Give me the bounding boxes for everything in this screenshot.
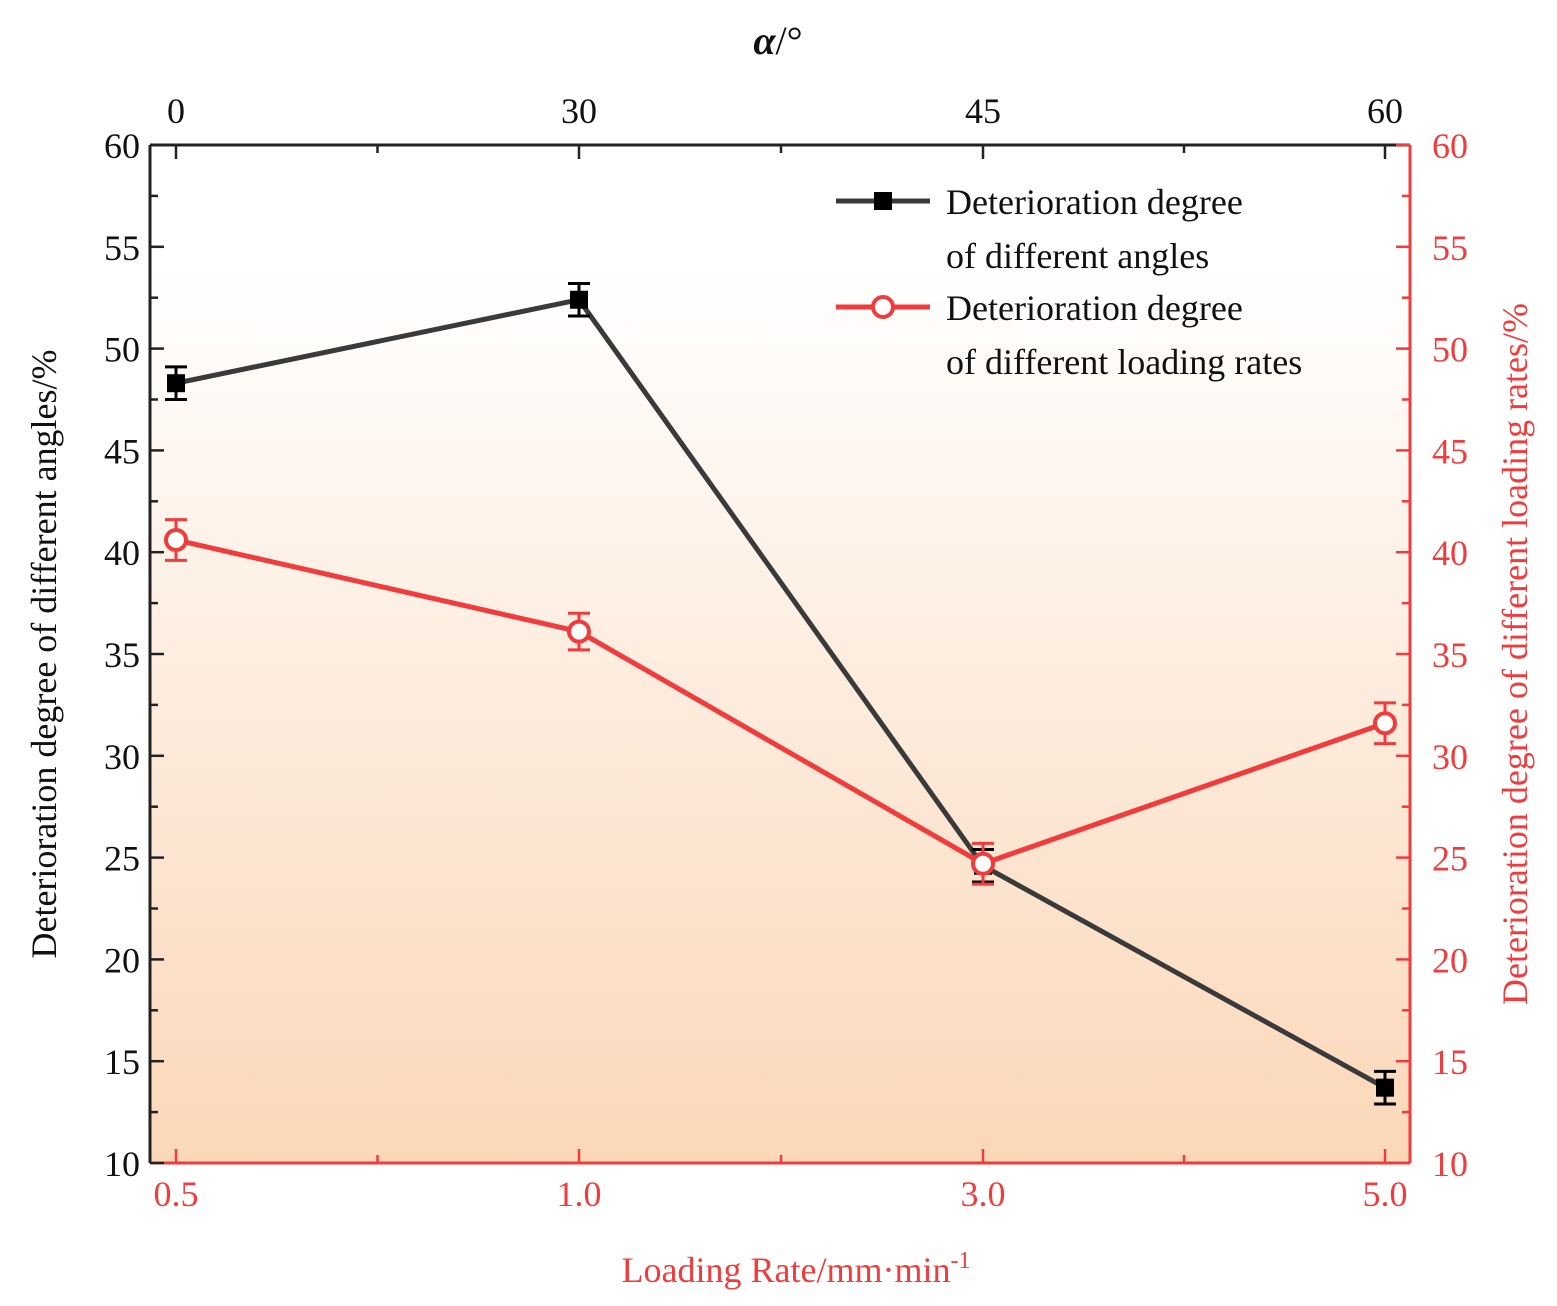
bottom-tick-label: 1.0 <box>557 1174 602 1214</box>
series-layer <box>164 281 1397 1106</box>
left-tick-label: 35 <box>104 635 140 675</box>
top-tick-label: 0 <box>167 91 185 131</box>
series-angles-line <box>175 296 1387 1090</box>
left-axis-title: Deterioration degree of different angles… <box>24 349 64 958</box>
left-tick-label: 15 <box>104 1042 140 1082</box>
bottom-axis-title-sup: -1 <box>950 1248 970 1274</box>
data-point-circle <box>567 619 591 644</box>
right-tick-label: 15 <box>1432 1042 1468 1082</box>
top-axis-title-var: α <box>753 18 776 63</box>
bottom-axis-title-main: Loading Rate/mm·min <box>622 1250 951 1290</box>
left-tick-label: 55 <box>104 228 140 268</box>
right-tick-label: 55 <box>1432 228 1468 268</box>
right-tick-label: 35 <box>1432 635 1468 675</box>
right-tick-label: 10 <box>1432 1144 1468 1184</box>
legend-square-marker-icon <box>874 192 892 210</box>
top-axis-title: α/° <box>753 18 802 63</box>
legend-angles-line2: of different angles <box>946 236 1209 276</box>
right-tick-label: 20 <box>1432 940 1468 980</box>
legend-angles-line1: Deterioration degree <box>946 182 1243 222</box>
top-tick-label: 45 <box>965 91 1001 131</box>
axes-layer: 10 15 20 25 30 35 40 45 50 55 60 10 15 20 25 30 35 40 45 50… <box>104 91 1468 1214</box>
top-tick-label: 60 <box>1367 91 1403 131</box>
left-tick-label: 60 <box>104 126 140 166</box>
right-tick-label: 25 <box>1432 839 1468 879</box>
bottom-tick-label: 3.0 <box>961 1174 1006 1214</box>
data-point-circle <box>971 851 995 876</box>
right-tick-label: 40 <box>1432 533 1468 573</box>
data-point-square <box>1376 1078 1394 1097</box>
left-tick-label: 10 <box>104 1144 140 1184</box>
right-tick-label: 60 <box>1432 126 1468 166</box>
legend: Deterioration degree of different angles… <box>836 182 1302 382</box>
legend-rates-line1: Deterioration degree <box>946 288 1243 328</box>
plot-background <box>150 145 1410 1163</box>
data-point-square <box>570 290 588 309</box>
right-tick-label: 45 <box>1432 431 1468 471</box>
bottom-axis-title: Loading Rate/mm·min-1 <box>622 1248 971 1290</box>
right-tick-label: 30 <box>1432 737 1468 777</box>
left-tick-label: 20 <box>104 940 140 980</box>
left-tick-label: 40 <box>104 533 140 573</box>
left-tick-label: 50 <box>104 330 140 370</box>
data-point-circle <box>164 527 188 552</box>
data-point-circle <box>1373 711 1397 736</box>
series-rates-line <box>175 537 1386 867</box>
left-tick-label: 25 <box>104 839 140 879</box>
top-tick-label: 30 <box>561 91 597 131</box>
right-axis-title: Deterioration degree of different loadin… <box>1495 303 1535 1005</box>
right-tick-label: 50 <box>1432 330 1468 370</box>
left-tick-label: 45 <box>104 431 140 471</box>
bottom-tick-label: 0.5 <box>154 1174 199 1214</box>
left-tick-label: 30 <box>104 737 140 777</box>
bottom-tick-label: 5.0 <box>1363 1174 1408 1214</box>
data-point-square <box>167 374 185 393</box>
legend-circle-marker-icon <box>871 295 895 319</box>
legend-rates-line2: of different loading rates <box>946 342 1302 382</box>
top-axis-title-unit: /° <box>776 18 803 63</box>
